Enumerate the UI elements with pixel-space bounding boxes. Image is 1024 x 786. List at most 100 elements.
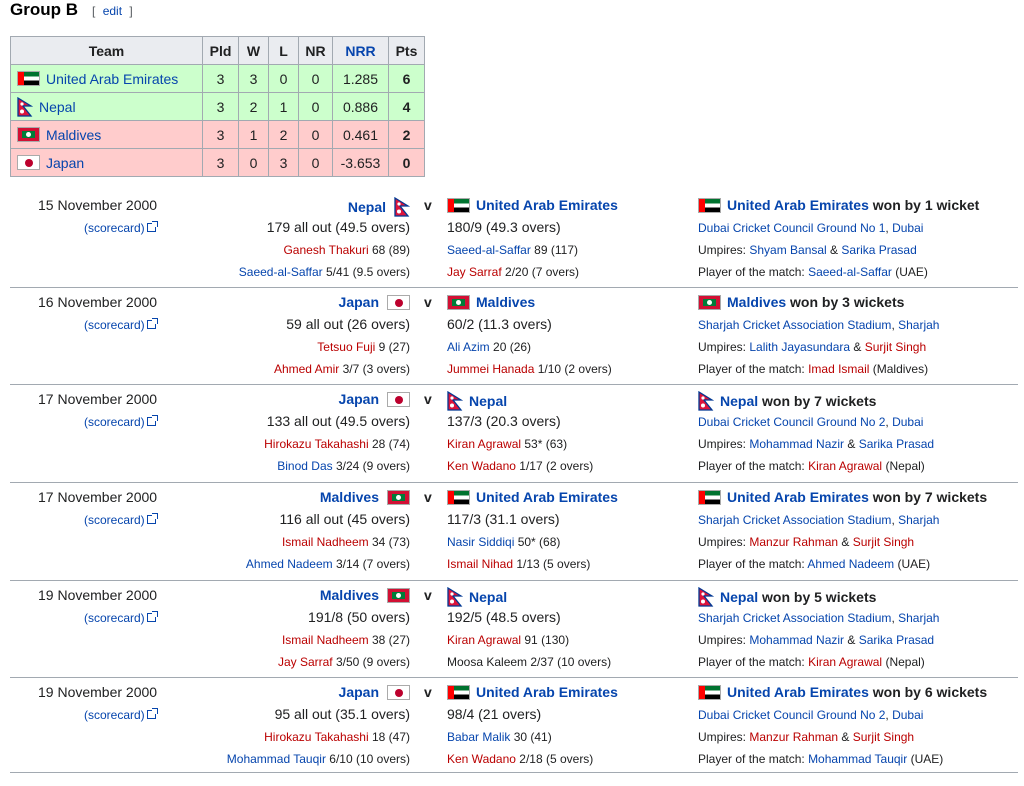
home-team-link[interactable]: Japan bbox=[338, 684, 379, 700]
player-link[interactable]: Ahmed Amir bbox=[273, 362, 340, 376]
standings-row: Japan 3 0 3 0 -3.653 0 bbox=[10, 148, 425, 177]
player-link[interactable]: Imad Ismail bbox=[808, 362, 870, 376]
header-w: W bbox=[238, 36, 269, 65]
player-link[interactable]: Jay Sarraf bbox=[447, 265, 502, 279]
home-team-link[interactable]: Maldives bbox=[319, 587, 379, 603]
player-link[interactable]: Mohammad Tauqir bbox=[226, 752, 326, 766]
player-link[interactable]: Ismail Nadheem bbox=[281, 535, 369, 549]
player-link[interactable]: Babar Malik bbox=[447, 730, 511, 744]
scorecard-link[interactable]: (scorecard) bbox=[84, 513, 158, 527]
ground-link[interactable]: Dubai Cricket Council Ground No 1 bbox=[698, 221, 886, 235]
umpire-link[interactable]: Manzur Rahman bbox=[749, 730, 839, 744]
away-team-link[interactable]: Maldives bbox=[476, 294, 536, 310]
player-link[interactable]: Ken Wadano bbox=[447, 752, 516, 766]
ground-link[interactable]: Sharjah Cricket Association Stadium bbox=[698, 611, 892, 625]
player-link[interactable]: Binod Das bbox=[277, 459, 333, 473]
home-team-link[interactable]: Maldives bbox=[319, 489, 379, 505]
player-link[interactable]: Moosa Kaleem bbox=[447, 655, 528, 669]
city-link[interactable]: Sharjah bbox=[898, 318, 940, 332]
player-link[interactable]: Saeed-al-Saffar bbox=[447, 243, 531, 257]
player-link[interactable]: Ahmed Nadeem bbox=[807, 557, 895, 571]
scorecard-link[interactable]: (scorecard) bbox=[84, 415, 158, 429]
city-link[interactable]: Sharjah bbox=[898, 611, 940, 625]
scorecard-link[interactable]: (scorecard) bbox=[84, 611, 158, 625]
player-link[interactable]: Ismail Nihad bbox=[447, 557, 514, 571]
player-link[interactable]: Ismail Nadheem bbox=[281, 633, 369, 647]
home-team-link[interactable]: Japan bbox=[338, 391, 379, 407]
edit-link[interactable]: edit bbox=[102, 4, 123, 18]
umpires: Umpires: Shyam Bansal & Sarika Prasad bbox=[698, 243, 917, 257]
lost: 3 bbox=[268, 148, 299, 177]
city-link[interactable]: Sharjah bbox=[898, 513, 940, 527]
city-link[interactable]: Dubai bbox=[892, 708, 924, 722]
match-date: 15 November 2000 bbox=[38, 197, 158, 213]
away-team-link[interactable]: United Arab Emirates bbox=[476, 489, 618, 505]
team-link[interactable]: Japan bbox=[46, 154, 85, 171]
player-link[interactable]: Ganesh Thakuri bbox=[283, 243, 369, 257]
umpire-link[interactable]: Sarika Prasad bbox=[841, 243, 917, 257]
team-link[interactable]: Maldives bbox=[46, 126, 102, 143]
nepal-flag-icon bbox=[17, 96, 34, 117]
winner-link[interactable]: Nepal bbox=[720, 393, 759, 409]
umpire-link[interactable]: Shyam Bansal bbox=[749, 243, 827, 257]
player-link[interactable]: Ali Azim bbox=[447, 340, 490, 354]
away-score: 60/2 (11.3 overs) bbox=[447, 316, 552, 332]
player-link[interactable]: Jay Sarraf bbox=[277, 655, 333, 669]
player-link[interactable]: Kiran Agrawal bbox=[447, 437, 522, 451]
player-link[interactable]: Tetsuo Fuji bbox=[317, 340, 376, 354]
umpire-link[interactable]: Sarika Prasad bbox=[858, 437, 935, 451]
player-link[interactable]: Hirokazu Takahashi bbox=[264, 730, 369, 744]
winner-link[interactable]: United Arab Emirates bbox=[727, 684, 869, 700]
player-link[interactable]: Ken Wadano bbox=[447, 459, 516, 473]
winner-link[interactable]: Maldives bbox=[727, 294, 787, 310]
umpire-link[interactable]: Surjit Singh bbox=[852, 535, 915, 549]
played: 3 bbox=[202, 64, 239, 93]
ground-link[interactable]: Sharjah Cricket Association Stadium bbox=[698, 318, 892, 332]
team-link[interactable]: United Arab Emirates bbox=[46, 70, 179, 87]
home-team-link[interactable]: Japan bbox=[338, 294, 379, 310]
away-team-link[interactable]: Nepal bbox=[469, 393, 508, 409]
winner-link[interactable]: Nepal bbox=[720, 589, 759, 605]
city-link[interactable]: Dubai bbox=[892, 415, 924, 429]
umpire-link[interactable]: Surjit Singh bbox=[864, 340, 927, 354]
umpire-link[interactable]: Mohammad Nazir bbox=[749, 633, 845, 647]
scorecard-link[interactable]: (scorecard) bbox=[84, 221, 158, 235]
home-team-link[interactable]: Nepal bbox=[347, 199, 386, 215]
umpire-link[interactable]: Lalith Jayasundara bbox=[749, 340, 851, 354]
away-team-link[interactable]: United Arab Emirates bbox=[476, 684, 618, 700]
away-score: 117/3 (31.1 overs) bbox=[447, 511, 560, 527]
player-link[interactable]: Mohammad Tauqir bbox=[808, 752, 908, 766]
umpire-link[interactable]: Mohammad Nazir bbox=[749, 437, 845, 451]
player-link[interactable]: Jummei Hanada bbox=[447, 362, 535, 376]
away-top-bowler: Moosa Kaleem 2/37 (10 overs) bbox=[447, 655, 612, 669]
versus-label: v bbox=[424, 294, 432, 310]
player-link[interactable]: Saeed-al-Saffar bbox=[808, 265, 892, 279]
scorecard-link[interactable]: (scorecard) bbox=[84, 708, 158, 722]
player-link[interactable]: Nasir Siddiqi bbox=[447, 535, 515, 549]
player-link[interactable]: Hirokazu Takahashi bbox=[264, 437, 369, 451]
away-team-link[interactable]: United Arab Emirates bbox=[476, 197, 618, 213]
lost: 1 bbox=[268, 92, 299, 121]
away-team-link[interactable]: Nepal bbox=[469, 589, 508, 605]
header-nrr[interactable]: NRR bbox=[332, 36, 389, 65]
umpire-link[interactable]: Manzur Rahman bbox=[749, 535, 839, 549]
city-link[interactable]: Dubai bbox=[892, 221, 924, 235]
team-link[interactable]: Nepal bbox=[39, 98, 76, 115]
player-link[interactable]: Ahmed Nadeem bbox=[245, 557, 333, 571]
player-link[interactable]: Kiran Agrawal bbox=[447, 633, 522, 647]
umpire-link[interactable]: Surjit Singh bbox=[852, 730, 915, 744]
scorecard-link[interactable]: (scorecard) bbox=[84, 318, 158, 332]
ground-link[interactable]: Sharjah Cricket Association Stadium bbox=[698, 513, 892, 527]
ground-link[interactable]: Dubai Cricket Council Ground No 2 bbox=[698, 415, 886, 429]
winner-link[interactable]: United Arab Emirates bbox=[727, 197, 869, 213]
player-link[interactable]: Saeed-al-Saffar bbox=[238, 265, 323, 279]
away-score: 180/9 (49.3 overs) bbox=[447, 219, 561, 235]
umpire-link[interactable]: Sarika Prasad bbox=[858, 633, 935, 647]
edit-section: [ edit ] bbox=[92, 4, 133, 18]
won: 3 bbox=[238, 64, 269, 93]
winner-link[interactable]: United Arab Emirates bbox=[727, 489, 869, 505]
ground-link[interactable]: Dubai Cricket Council Ground No 2 bbox=[698, 708, 886, 722]
external-link-icon bbox=[146, 415, 158, 426]
player-link[interactable]: Kiran Agrawal bbox=[808, 655, 883, 669]
player-link[interactable]: Kiran Agrawal bbox=[808, 459, 883, 473]
